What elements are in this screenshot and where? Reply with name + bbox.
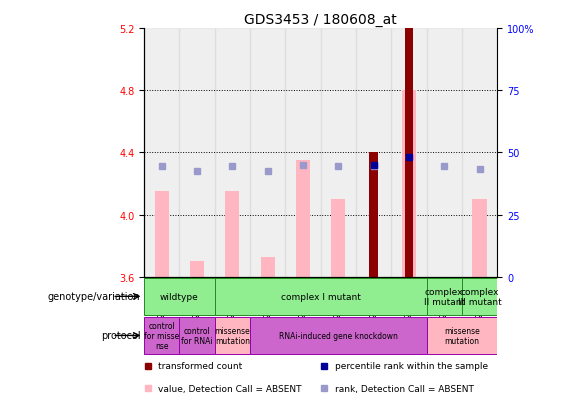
Bar [391, 29, 427, 277]
Bar [250, 29, 285, 277]
Text: protocol: protocol [101, 331, 141, 341]
Bar [462, 278, 497, 315]
Text: control
for RNAi: control for RNAi [181, 326, 213, 345]
Bar [215, 278, 427, 315]
Bar [179, 29, 215, 277]
Bar [190, 261, 204, 277]
Bar [427, 317, 497, 354]
Text: complex
II mutant: complex II mutant [424, 287, 465, 306]
Bar [144, 29, 179, 277]
Text: genotype/variation: genotype/variation [48, 292, 141, 301]
Text: complex I mutant: complex I mutant [281, 292, 360, 301]
Text: rank, Detection Call = ABSENT: rank, Detection Call = ABSENT [334, 384, 473, 393]
Bar [144, 317, 179, 354]
Bar [427, 29, 462, 277]
Bar [225, 192, 240, 277]
Bar [369, 153, 378, 277]
Bar [321, 29, 356, 277]
Bar [260, 257, 275, 277]
Text: wildtype: wildtype [160, 292, 199, 301]
Bar [331, 199, 345, 277]
Bar [402, 91, 416, 277]
Text: value, Detection Call = ABSENT: value, Detection Call = ABSENT [158, 384, 302, 393]
Bar [356, 29, 391, 277]
Bar [155, 192, 169, 277]
Text: missense
mutation: missense mutation [215, 326, 250, 345]
Bar [285, 29, 321, 277]
Text: transformed count: transformed count [158, 361, 242, 370]
Text: control
for misse
nse: control for misse nse [144, 321, 179, 351]
Bar [296, 161, 310, 277]
Text: RNAi-induced gene knockdown: RNAi-induced gene knockdown [279, 331, 398, 340]
Bar [427, 278, 462, 315]
Bar [250, 317, 427, 354]
Text: complex
III mutant: complex III mutant [458, 287, 501, 306]
Bar [215, 29, 250, 277]
Title: GDS3453 / 180608_at: GDS3453 / 180608_at [244, 12, 397, 26]
Bar [215, 317, 250, 354]
Bar [144, 278, 215, 315]
Text: missense
mutation: missense mutation [444, 326, 480, 345]
Text: percentile rank within the sample: percentile rank within the sample [334, 361, 488, 370]
Bar [462, 29, 497, 277]
Bar [405, 29, 414, 277]
Bar [472, 199, 486, 277]
Bar [179, 317, 215, 354]
